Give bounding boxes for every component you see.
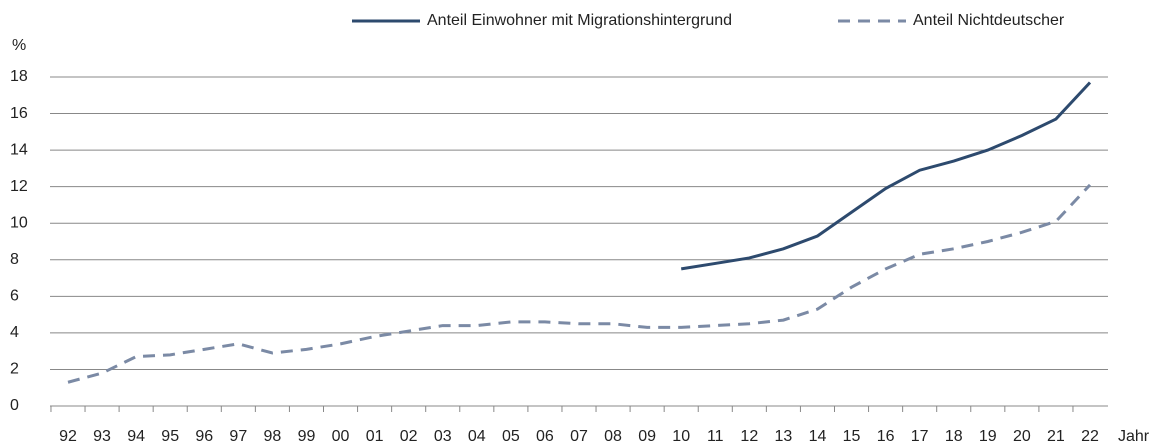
x-tick-label: 09 — [638, 428, 656, 445]
x-tick-label: 02 — [400, 428, 418, 445]
x-tick-label: 19 — [979, 428, 997, 445]
line-series — [680, 81, 1092, 271]
x-tick-label: 17 — [911, 428, 929, 445]
x-tick-label: 11 — [707, 428, 724, 445]
y-tick-label: 4 — [10, 324, 19, 341]
y-axis-label: % — [12, 37, 26, 54]
x-tick-label: 05 — [502, 428, 520, 445]
x-tick-label: 13 — [775, 428, 793, 445]
x-tick-label: 94 — [127, 428, 145, 445]
y-tick-label: 14 — [10, 141, 28, 158]
x-tick-label: 98 — [264, 428, 282, 445]
x-tick-label: 10 — [672, 428, 690, 445]
x-tick-label: 99 — [298, 428, 316, 445]
x-tick-label: 96 — [195, 428, 213, 445]
x-tick-label: 20 — [1013, 428, 1031, 445]
y-tick-label: 12 — [10, 178, 28, 195]
y-tick-label: 10 — [10, 214, 28, 231]
x-tick-label: 21 — [1047, 428, 1065, 445]
x-tick-label: 16 — [877, 428, 895, 445]
x-tick-label: 04 — [468, 428, 486, 445]
legend-label: Anteil Einwohner mit Migrationshintergru… — [427, 12, 732, 29]
x-tick-label: 97 — [229, 428, 247, 445]
legend-label: Anteil Nichtdeutscher — [913, 12, 1065, 29]
x-tick-label: 00 — [332, 428, 350, 445]
x-tick-label: 08 — [604, 428, 622, 445]
x-tick-label: 06 — [536, 428, 554, 445]
x-tick-label: 92 — [59, 428, 77, 445]
line-series — [67, 183, 1092, 384]
x-tick-label: 14 — [809, 428, 827, 445]
x-tick-label: 93 — [93, 428, 111, 445]
y-tick-label: 16 — [10, 105, 28, 122]
x-tick-label: 03 — [434, 428, 452, 445]
y-tick-label: 8 — [10, 251, 19, 268]
x-tick-label: 95 — [161, 428, 179, 445]
x-tick-label: 22 — [1081, 428, 1099, 445]
y-tick-label: 18 — [10, 68, 28, 85]
x-tick-label: 07 — [570, 428, 588, 445]
y-tick-label: 2 — [10, 361, 19, 378]
x-tick-label: 18 — [945, 428, 963, 445]
x-axis-label: Jahr — [1118, 428, 1150, 445]
x-tick-label: 12 — [740, 428, 758, 445]
x-tick-label: 15 — [843, 428, 861, 445]
x-tick-label: 01 — [366, 428, 384, 445]
y-tick-label: 0 — [10, 397, 19, 414]
y-tick-label: 6 — [10, 288, 19, 305]
